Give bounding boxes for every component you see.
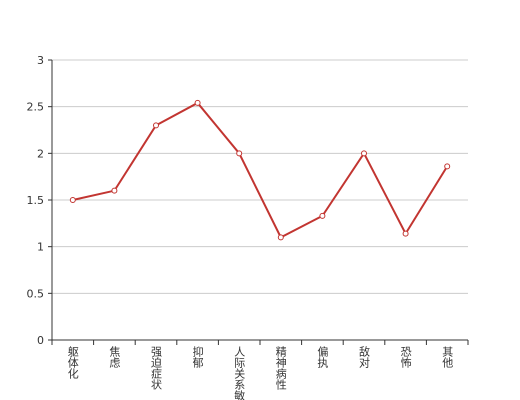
x-tick-label: 焦虑 — [108, 346, 121, 368]
x-tick-label: 偏执 — [316, 345, 329, 369]
y-tick-label: 2.5 — [27, 101, 45, 114]
x-tick-label: 敌对 — [358, 345, 371, 368]
point — [69, 197, 76, 203]
y-tick-label: 3 — [37, 54, 44, 67]
x-tick-label: 恐怖 — [399, 346, 412, 368]
point — [277, 234, 284, 241]
point — [361, 150, 367, 157]
x-tick-label: 抑郁 — [191, 345, 204, 368]
y-tick-label: 0.5 — [27, 287, 45, 300]
x-tick-label: 人际关系敏感 — [233, 346, 246, 400]
point — [402, 230, 409, 237]
point — [444, 163, 451, 170]
y-tick-label: 1.5 — [27, 194, 45, 207]
point — [153, 122, 159, 129]
y-tick-label: 0 — [37, 334, 44, 347]
x-tick-label: 精神病性 — [274, 346, 287, 391]
point — [111, 187, 118, 194]
point — [236, 150, 243, 157]
point — [319, 212, 326, 219]
y-tick-label: 1 — [37, 241, 44, 254]
x-tick-label: 其他 — [441, 346, 454, 368]
x-tick-label: 强迫症状 — [150, 346, 163, 390]
point — [194, 99, 201, 106]
y-tick-label: 2 — [37, 147, 44, 160]
x-tick-label: 躯体化 — [66, 346, 79, 380]
line — [72, 101, 449, 239]
